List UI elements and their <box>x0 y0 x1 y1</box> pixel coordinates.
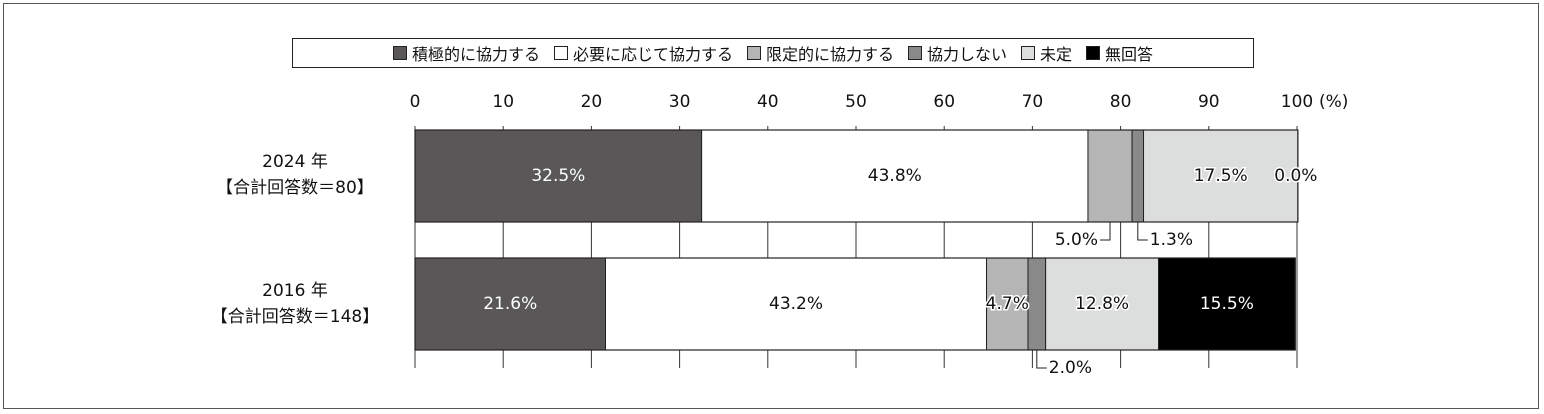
legend-item-limited: 限定的に協力する <box>746 41 894 65</box>
bar-segment-1-4 <box>1045 257 1160 351</box>
tick-label-0: 0 <box>410 92 421 112</box>
bar-segment-1-2 <box>986 257 1029 351</box>
legend-item-active: 積極的に協力する <box>392 41 540 65</box>
legend-item-undecided: 未定 <box>1021 41 1072 65</box>
tick-label-30: 30 <box>669 92 691 112</box>
data-label-0-3: 1.3% <box>1150 230 1193 250</box>
category-n-2016: 【合計回答数＝148】 <box>210 307 380 327</box>
tick-label-40: 40 <box>757 92 779 112</box>
category-label-2024: 2024 年 【合計回答数＝80】 <box>190 149 400 201</box>
bar-segment-1-0 <box>414 257 607 351</box>
bar-segment-1-1 <box>605 257 988 351</box>
category-year-2024: 2024 年 <box>262 152 328 172</box>
data-label-0-1: 43.8% <box>868 166 922 186</box>
data-label-1-3: 2.0% <box>1049 358 1092 378</box>
tick-label-20: 20 <box>581 92 603 112</box>
leader-line-1-3 <box>1036 350 1047 369</box>
tick-label-80: 80 <box>1110 92 1132 112</box>
bar-segment-0-3 <box>1131 129 1145 223</box>
bar-outline-1 <box>414 257 1296 351</box>
data-label-1-0: 21.6% <box>483 294 537 314</box>
legend-item-no-answer: 無回答 <box>1086 41 1153 65</box>
bar-segment-0-4 <box>1143 129 1299 223</box>
legend-swatch-no <box>908 46 922 60</box>
category-n-2024: 【合計回答数＝80】 <box>216 178 374 198</box>
tick-label-10: 10 <box>492 92 514 112</box>
tick-label-100: 100 <box>1281 92 1313 112</box>
data-label-0-2: 5.0% <box>1055 230 1098 250</box>
data-label-0-0: 32.5% <box>531 166 585 186</box>
data-label-0-4: 17.5% <box>1194 166 1248 186</box>
legend-item-as-needed: 必要に応じて協力する <box>553 41 733 65</box>
legend-label-limited: 限定的に協力する <box>765 45 894 64</box>
tick-label-90: 90 <box>1198 92 1220 112</box>
legend-label-no: 協力しない <box>927 45 1008 64</box>
legend-label-undecided: 未定 <box>1040 45 1073 64</box>
legend-swatch-no-answer <box>1086 46 1101 60</box>
legend-swatch-as-needed <box>553 46 568 60</box>
data-label-1-1: 43.2% <box>769 294 823 314</box>
axis-unit-label: (%) <box>1319 92 1348 112</box>
data-label-1-4: 12.8% <box>1075 294 1129 314</box>
data-label-1-5: 15.5% <box>1200 294 1254 314</box>
legend-label-active: 積極的に協力する <box>411 45 540 64</box>
data-label-0-5: 0.0% <box>1274 166 1317 186</box>
bar-segment-1-3 <box>1027 257 1047 351</box>
bar-segment-0-0 <box>414 129 703 223</box>
legend-label-no-answer: 無回答 <box>1105 45 1154 64</box>
leader-line-0-3 <box>1137 222 1148 241</box>
legend-item-no: 協力しない <box>908 41 1007 65</box>
legend-swatch-undecided <box>1021 46 1036 60</box>
tick-label-60: 60 <box>933 92 955 112</box>
chart-frame <box>3 3 1539 409</box>
category-label-2016: 2016 年 【合計回答数＝148】 <box>190 278 400 330</box>
tick-label-70: 70 <box>1022 92 1044 112</box>
legend-swatch-active <box>392 46 407 60</box>
legend-label-as-needed: 必要に応じて協力する <box>572 45 733 64</box>
legend-swatch-limited <box>746 46 761 60</box>
legend: 積極的に協力する 必要に応じて協力する 限定的に協力する 協力しない 未定 無回… <box>292 38 1254 68</box>
bar-segment-0-2 <box>1087 129 1133 223</box>
tick-label-50: 50 <box>845 92 867 112</box>
data-label-1-2: 4.7% <box>986 294 1029 314</box>
leader-line-0-2 <box>1100 222 1111 241</box>
bar-segment-0-1 <box>701 129 1089 223</box>
category-year-2016: 2016 年 <box>262 281 328 301</box>
bar-outline-0 <box>414 129 1299 223</box>
